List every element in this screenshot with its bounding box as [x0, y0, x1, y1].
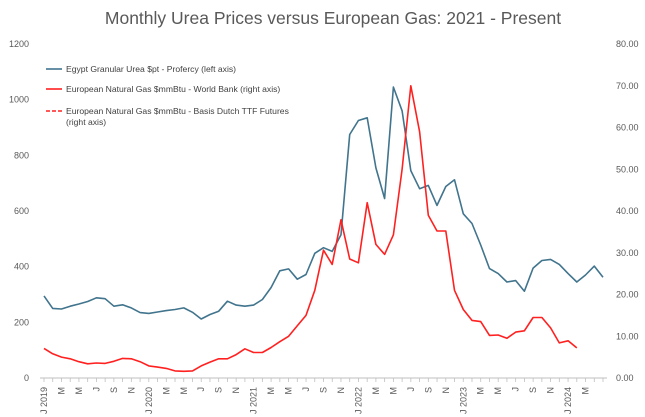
- x-axis-tick-label: M: [388, 387, 398, 395]
- x-axis-tick-label: N: [336, 387, 346, 394]
- left-axis-tick-label: 1000: [9, 95, 29, 105]
- x-axis-tick-label: N: [231, 387, 241, 394]
- right-axis-tick-label: 80.00: [616, 39, 639, 49]
- series-line-0: [43, 86, 604, 320]
- legend: Egypt Granular Urea $pt - Profercy (left…: [46, 64, 289, 127]
- plot-lines: [43, 85, 604, 373]
- x-axis: J 2019 M M J S N J 2020 M M J S N J 2021 M M J S N J 2022 M…: [39, 377, 607, 414]
- right-axis-tick-label: 60.00: [616, 123, 639, 133]
- right-axis-tick-label: 0.00: [616, 373, 634, 383]
- x-axis-tick-label: S: [423, 387, 433, 393]
- left-axis-tick-label: 400: [14, 262, 29, 272]
- right-axis-tick-label: 10.00: [616, 331, 639, 341]
- x-axis-tick-label: M: [284, 387, 294, 395]
- x-axis-tick-label: S: [319, 387, 329, 393]
- x-axis-tick-label: M: [179, 387, 189, 395]
- right-axis-tick-label: 70.00: [616, 81, 639, 91]
- x-axis-tick-label: N: [126, 387, 136, 394]
- x-axis-tick-label: J 2020: [144, 387, 154, 414]
- x-axis-tick-label: N: [546, 387, 556, 394]
- x-axis-tick-label: J 2022: [353, 387, 363, 414]
- left-axis-ticks: 0 200 400 600 800 1000 1200: [9, 39, 29, 383]
- x-axis-tick-label: M: [581, 387, 591, 395]
- left-axis-tick-label: 200: [14, 317, 29, 327]
- right-axis-tick-label: 40.00: [616, 206, 639, 216]
- x-axis-tick-label: N: [441, 387, 451, 394]
- x-axis-tick-label: M: [266, 387, 276, 395]
- right-axis-tick-label: 30.00: [616, 248, 639, 258]
- x-axis-tick-label: S: [214, 387, 224, 393]
- legend-label-2: European Natural Gas $mmBtu - Basis Dutc…: [66, 106, 289, 127]
- left-axis-tick-label: 0: [24, 373, 29, 383]
- chart-title: Monthly Urea Prices versus European Gas:…: [105, 8, 561, 28]
- x-axis-tick-label: J 2023: [458, 387, 468, 414]
- x-axis-tick-label: M: [493, 387, 503, 395]
- series-line-1: [43, 85, 578, 373]
- x-axis-tick-label: M: [56, 387, 66, 395]
- x-axis-tick-label: M: [476, 387, 486, 395]
- x-axis-tick-label: M: [161, 387, 171, 395]
- x-axis-tick-label: M: [371, 387, 381, 395]
- x-axis-tick-label: M: [74, 387, 84, 395]
- x-axis-tick-label: S: [109, 387, 119, 393]
- x-axis-tick-label: J: [301, 387, 311, 392]
- x-axis-tick-label: J 2021: [249, 387, 259, 414]
- right-axis-tick-label: 50.00: [616, 164, 639, 174]
- x-axis-tick-label: J 2019: [39, 387, 49, 414]
- left-axis-tick-label: 1200: [9, 39, 29, 49]
- x-axis-tick-label: J: [406, 387, 416, 392]
- x-axis-tick-label: J: [196, 387, 206, 392]
- right-axis-tick-label: 20.00: [616, 290, 639, 300]
- x-axis-tick-label: S: [528, 387, 538, 393]
- legend-label-1: European Natural Gas $mmBtu - World Bank…: [66, 84, 280, 94]
- left-axis-tick-label: 600: [14, 206, 29, 216]
- left-axis-tick-label: 800: [14, 150, 29, 160]
- right-axis-ticks: 0.00 10.00 20.00 30.00 40.00 50.00 60.00 70.00 8…: [616, 39, 639, 383]
- x-axis-tick-label: J 2024: [563, 387, 573, 414]
- x-axis-tick-label: J: [511, 387, 521, 392]
- legend-label-0: Egypt Granular Urea $pt - Profercy (left…: [66, 64, 236, 74]
- x-axis-tick-label: J: [91, 387, 101, 392]
